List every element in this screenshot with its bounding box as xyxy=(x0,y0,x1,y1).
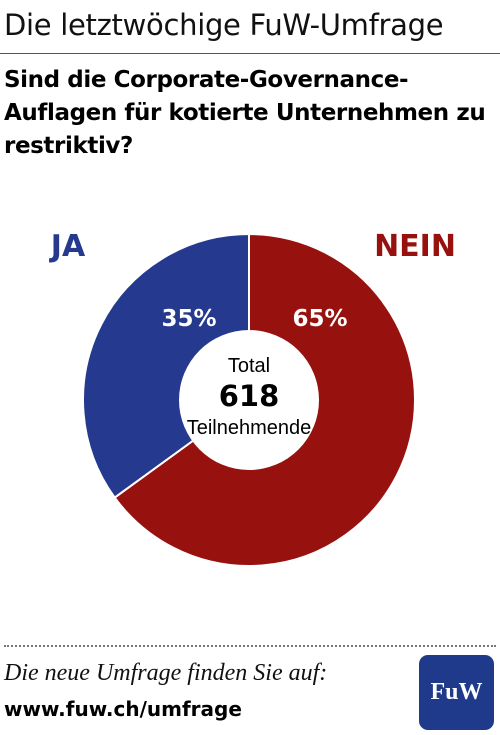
footer-divider xyxy=(4,645,496,647)
legend-label-nein: NEIN xyxy=(374,229,456,264)
pie-chart: JA NEIN 35% 65% Total 618 Teilnehmende xyxy=(49,229,456,567)
header-divider xyxy=(0,53,500,54)
pie-slice-ja xyxy=(82,232,250,499)
donut-hole xyxy=(179,330,319,470)
survey-question: Sind die Corporate-Governance-Auflagen f… xyxy=(4,67,486,159)
footer-text: Die neue Umfrage finden Sie auf: xyxy=(4,660,328,686)
slice-value-nein: 65% xyxy=(292,306,347,332)
footer-url-link[interactable]: www.fuw.ch/umfrage xyxy=(4,697,242,721)
slice-value-ja: 35% xyxy=(161,306,216,332)
center-total-sublabel: Teilnehmende xyxy=(187,417,312,439)
fuw-logo-text: FuW xyxy=(430,679,483,705)
fuw-logo: FuW xyxy=(419,655,494,730)
center-total-value: 618 xyxy=(219,379,280,413)
center-total-label: Total xyxy=(228,355,270,377)
legend-label-ja: JA xyxy=(49,229,86,264)
header-title: Die letztwöchige FuW-Umfrage xyxy=(4,8,444,42)
